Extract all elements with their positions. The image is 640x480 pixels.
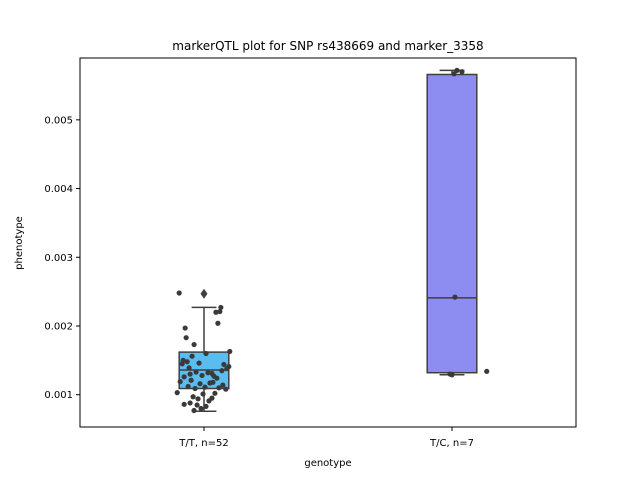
data-point [181,374,187,380]
data-point [484,368,490,374]
data-point [202,384,208,390]
y-tick-label: 0.001 [44,390,73,401]
box-iqr [426,73,478,374]
data-point [182,325,188,331]
data-point [452,294,458,300]
data-point [184,359,190,365]
data-point [183,335,189,341]
data-point [193,369,199,375]
data-point [212,390,218,396]
data-point [210,379,216,385]
data-point [198,405,204,412]
y-tick-label: 0.004 [44,184,73,195]
data-point [189,353,195,359]
data-point [217,308,223,315]
data-point [459,69,465,75]
data-point [187,400,193,406]
data-point [185,383,191,390]
data-point [220,382,226,388]
x-axis-label: genotype [304,458,351,469]
data-point [216,385,222,391]
data-point [177,379,183,385]
data-point [194,402,200,408]
data-point [206,398,212,404]
box-group [426,67,490,378]
data-point [214,375,220,381]
data-point [451,71,457,77]
data-point [203,350,209,357]
plot-area [174,67,490,414]
x-tick-label: T/C, n=7 [429,438,474,449]
y-tick-label: 0.003 [44,253,73,264]
axes: 0.001 0.002 0.003 0.004 0.005 T/T, n=52 T/C, n… [44,57,577,449]
data-point [191,341,197,348]
data-point [190,394,196,400]
chart-title: markerQTL plot for SNP rs438669 and mark… [172,39,483,53]
data-point [219,368,225,374]
plot-frame [79,57,577,428]
data-point [180,357,186,363]
data-point [205,370,211,376]
data-point [187,371,193,377]
data-point [223,386,229,392]
box-group [174,288,233,414]
data-point [227,348,233,355]
data-point [221,361,227,368]
data-point [176,290,182,296]
data-point [199,372,205,379]
data-point [181,401,187,407]
data-point [215,320,221,326]
data-point [224,365,230,372]
data-point [192,385,198,392]
data-point [203,403,209,409]
data-point [454,67,460,73]
y-tick-label: 0.002 [44,321,73,332]
data-point [174,390,180,396]
data-point [188,377,194,383]
x-tick-label: T/T, n=52 [178,438,228,449]
data-point [191,407,197,414]
outlier-marker [200,288,208,299]
data-point [447,371,453,377]
data-point [196,360,202,366]
data-point [186,365,192,371]
y-axis-label: phenotype [14,216,25,270]
data-point [218,304,224,311]
data-point [197,381,203,387]
y-tick-label: 0.005 [44,115,73,126]
data-point [195,396,201,402]
data-point [200,391,206,397]
data-point [213,309,219,315]
